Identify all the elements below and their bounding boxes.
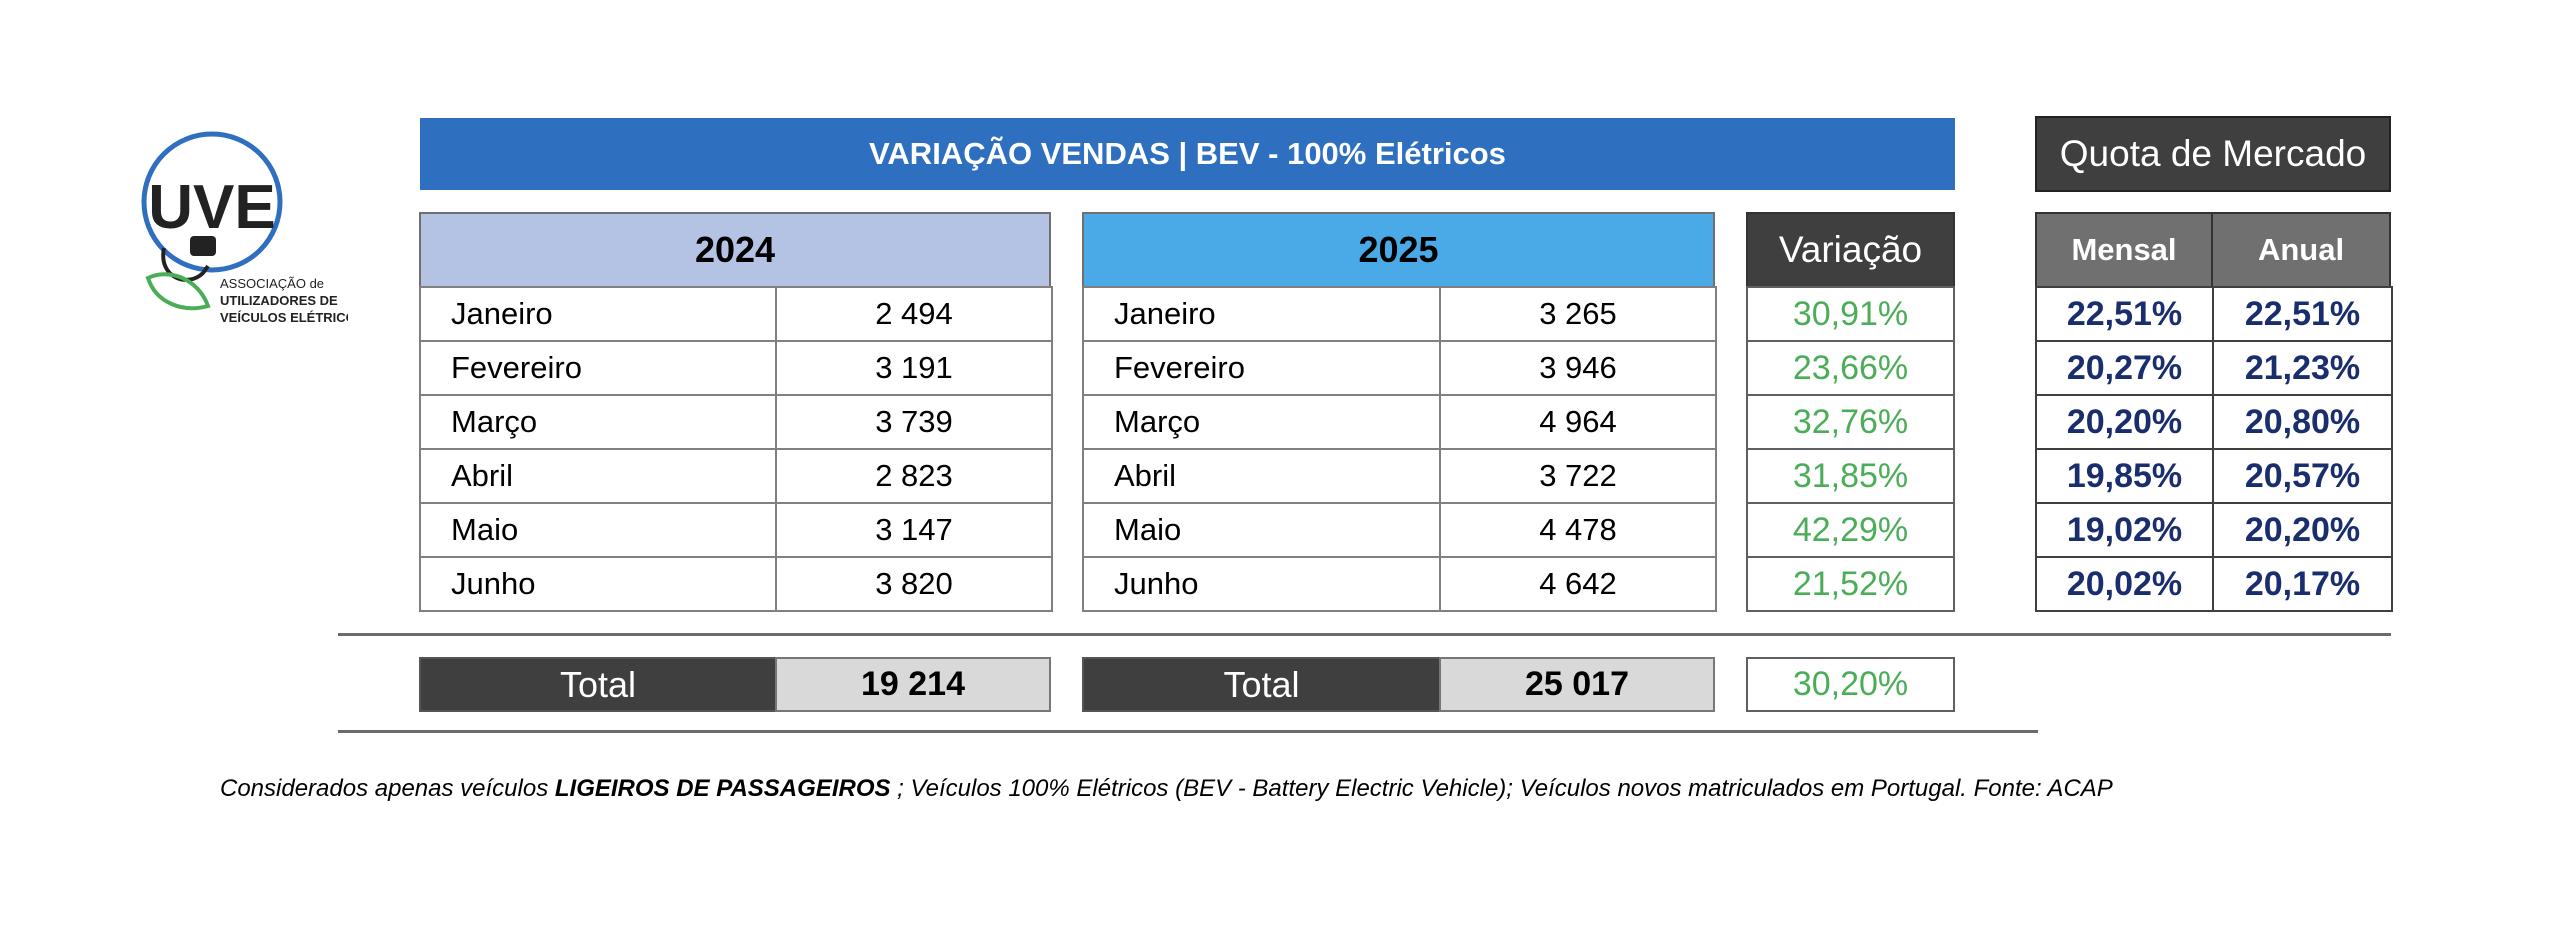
- total-label-2024: Total: [419, 657, 777, 712]
- sales-cell: 3 722: [1439, 448, 1717, 504]
- table-row: Abril 3 722: [1082, 448, 1717, 504]
- table-2024: Janeiro 2 494 Fevereiro 3 191 Março 3 739 A…: [419, 286, 1053, 612]
- annual-share-cell: 21,23%: [2212, 340, 2393, 396]
- month-cell: Maio: [419, 502, 777, 558]
- monthly-share-header: Mensal: [2035, 212, 2213, 288]
- table-row: Março 4 964: [1082, 394, 1717, 450]
- variation-cell: 30,91%: [1746, 286, 1955, 342]
- year-2024-header: 2024: [419, 212, 1051, 288]
- table-row: Março 3 739: [419, 394, 1053, 450]
- table-row: Fevereiro 3 191: [419, 340, 1053, 396]
- sales-cell: 4 642: [1439, 556, 1717, 612]
- footnote-text-1: Considerados apenas veículos: [220, 775, 555, 802]
- sales-cell: 3 739: [775, 394, 1053, 450]
- month-cell: Fevereiro: [1082, 340, 1441, 396]
- logo-line3: VEÍCULOS ELÉTRICOS: [220, 310, 348, 325]
- total-variation: 30,20%: [1746, 657, 1955, 712]
- monthly-share-cell: 20,27%: [2035, 340, 2214, 396]
- month-cell: Abril: [1082, 448, 1441, 504]
- footnote-bold: LIGEIROS DE PASSAGEIROS: [554, 775, 891, 802]
- divider-top: [338, 633, 2391, 636]
- table-row: 20,27% 21,23%: [2035, 340, 2393, 396]
- sales-cell: 4 478: [1439, 502, 1717, 558]
- month-cell: Junho: [1082, 556, 1441, 612]
- year-2025-header: 2025: [1082, 212, 1715, 288]
- table-row: Junho 3 820: [419, 556, 1053, 612]
- variation-cell: 32,76%: [1746, 394, 1955, 450]
- table-row: 20,02% 20,17%: [2035, 556, 2393, 612]
- table-row: 42,29%: [1746, 502, 1955, 558]
- sales-cell: 2 823: [775, 448, 1053, 504]
- sales-cell: 3 191: [775, 340, 1053, 396]
- sales-variation-banner: VARIAÇÃO VENDAS | BEV - 100% Elétricos: [420, 118, 1955, 190]
- monthly-share-cell: 19,85%: [2035, 448, 2214, 504]
- table-2025: Janeiro 3 265 Fevereiro 3 946 Março 4 964 A…: [1082, 286, 1717, 612]
- table-row: 31,85%: [1746, 448, 1955, 504]
- annual-share-cell: 20,17%: [2212, 556, 2393, 612]
- table-row: 22,51% 22,51%: [2035, 286, 2393, 342]
- variation-table: 30,91% 23,66% 32,76% 31,85% 42,29% 21,52…: [1746, 286, 1955, 612]
- variation-cell: 23,66%: [1746, 340, 1955, 396]
- plug-logo-icon: UVE ASSOCIAÇÃO de UTILIZADORES DE VEÍCUL…: [141, 131, 365, 325]
- variation-header: Variação: [1746, 212, 1955, 288]
- monthly-share-cell: 20,02%: [2035, 556, 2214, 612]
- table-row: 19,85% 20,57%: [2035, 448, 2393, 504]
- month-cell: Janeiro: [419, 286, 777, 342]
- variation-cell: 42,29%: [1746, 502, 1955, 558]
- monthly-share-cell: 19,02%: [2035, 502, 2214, 558]
- total-label-2025: Total: [1082, 657, 1441, 712]
- monthly-share-cell: 22,51%: [2035, 286, 2214, 342]
- table-row: 20,20% 20,80%: [2035, 394, 2393, 450]
- table-row: Junho 4 642: [1082, 556, 1717, 612]
- sales-cell: 3 265: [1439, 286, 1717, 342]
- logo-initials: UVE: [148, 173, 275, 242]
- variation-cell: 21,52%: [1746, 556, 1955, 612]
- month-cell: Maio: [1082, 502, 1441, 558]
- annual-share-header: Anual: [2211, 212, 2391, 288]
- market-share-table: 22,51% 22,51% 20,27% 21,23% 20,20% 20,80% 1…: [2035, 286, 2393, 612]
- sales-cell: 3 147: [775, 502, 1053, 558]
- annual-share-cell: 20,57%: [2212, 448, 2393, 504]
- table-row: Maio 3 147: [419, 502, 1053, 558]
- sales-cell: 3 820: [775, 556, 1053, 612]
- monthly-share-cell: 20,20%: [2035, 394, 2214, 450]
- footnote-text-2: ; Veículos 100% Elétricos (BEV - Battery…: [890, 775, 2113, 802]
- table-row: Abril 2 823: [419, 448, 1053, 504]
- annual-share-cell: 20,20%: [2212, 502, 2393, 558]
- annual-share-cell: 22,51%: [2212, 286, 2393, 342]
- logo-line2: UTILIZADORES DE: [220, 293, 338, 308]
- month-cell: Fevereiro: [419, 340, 777, 396]
- month-cell: Junho: [419, 556, 777, 612]
- table-row: Maio 4 478: [1082, 502, 1717, 558]
- sales-cell: 3 946: [1439, 340, 1717, 396]
- table-row: Janeiro 2 494: [419, 286, 1053, 342]
- sales-cell: 4 964: [1439, 394, 1717, 450]
- total-value-2025: 25 017: [1439, 657, 1715, 712]
- table-row: 32,76%: [1746, 394, 1955, 450]
- sales-cell: 2 494: [775, 286, 1053, 342]
- annual-share-cell: 20,80%: [2212, 394, 2393, 450]
- table-row: 21,52%: [1746, 556, 1955, 612]
- total-value-2024: 19 214: [775, 657, 1051, 712]
- market-share-title: Quota de Mercado: [2035, 116, 2391, 192]
- logo-line1: ASSOCIAÇÃO de: [220, 276, 324, 291]
- month-cell: Janeiro: [1082, 286, 1441, 342]
- footnote: Considerados apenas veículos LIGEIROS DE…: [220, 775, 2113, 803]
- month-cell: Abril: [419, 448, 777, 504]
- table-row: 23,66%: [1746, 340, 1955, 396]
- variation-cell: 31,85%: [1746, 448, 1955, 504]
- month-cell: Março: [1082, 394, 1441, 450]
- table-row: Janeiro 3 265: [1082, 286, 1717, 342]
- uve-logo: UVE ASSOCIAÇÃO de UTILIZADORES DE VEÍCUL…: [128, 128, 365, 338]
- month-cell: Março: [419, 394, 777, 450]
- table-row: Fevereiro 3 946: [1082, 340, 1717, 396]
- divider-bottom: [338, 730, 2038, 733]
- table-row: 30,91%: [1746, 286, 1955, 342]
- table-row: 19,02% 20,20%: [2035, 502, 2393, 558]
